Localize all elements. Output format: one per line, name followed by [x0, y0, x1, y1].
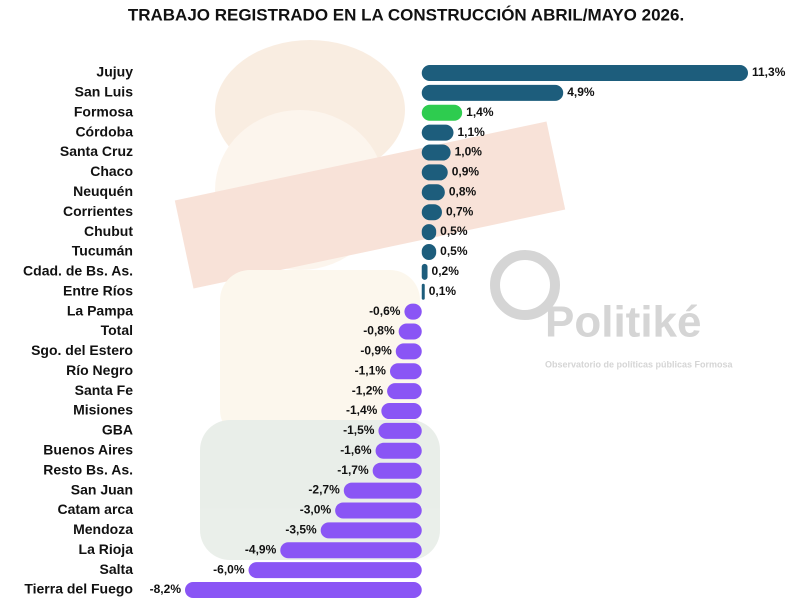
value-label: -8,2% [150, 582, 182, 596]
value-label: 0,1% [429, 284, 457, 298]
bar [421, 84, 564, 101]
category-label: Sgo. del Estero [31, 342, 133, 358]
category-label: Córdoba [75, 123, 133, 139]
value-label: -2,7% [308, 483, 340, 497]
value-label: 4,9% [567, 85, 595, 99]
category-label: San Luis [75, 84, 134, 100]
category-label: Misiones [73, 402, 133, 418]
category-label: Mendoza [73, 521, 133, 537]
category-label: Tucumán [72, 243, 133, 259]
bar [185, 582, 422, 598]
value-label: 1,1% [458, 125, 486, 139]
category-label: Catam arca [58, 501, 134, 517]
bar [421, 283, 425, 300]
category-label: Río Negro [66, 362, 133, 378]
category-label: Buenos Aires [43, 442, 133, 458]
bar [421, 144, 451, 161]
category-label: Neuquén [73, 183, 133, 199]
value-label: -0,6% [369, 304, 401, 318]
value-label: -0,8% [363, 324, 395, 338]
category-label: Salta [100, 561, 134, 577]
bar [398, 323, 422, 340]
bar [421, 263, 428, 280]
category-label: Formosa [74, 103, 133, 119]
bar [335, 502, 422, 519]
category-label: Cdad. de Bs. As. [23, 263, 133, 279]
value-label: -1,6% [340, 443, 372, 457]
category-label: Corrientes [63, 203, 133, 219]
bar [372, 462, 422, 479]
category-label: Entre Ríos [63, 282, 133, 298]
value-label: -1,4% [346, 403, 378, 417]
bar [320, 522, 422, 539]
category-label: San Juan [71, 481, 133, 497]
category-label: La Rioja [79, 541, 134, 557]
watermark-title: Politiké [545, 298, 702, 347]
bar [248, 562, 422, 579]
bar [421, 243, 437, 260]
value-label: -1,7% [337, 463, 369, 477]
bar [381, 403, 422, 420]
bar [395, 343, 422, 360]
bar [387, 383, 422, 400]
bar [378, 422, 422, 439]
value-label: -3,0% [300, 503, 332, 517]
value-label: 0,5% [440, 224, 468, 238]
category-label: Jujuy [96, 64, 133, 80]
category-label: Tierra del Fuego [24, 581, 133, 597]
category-label: Santa Fe [75, 382, 134, 398]
bar [421, 224, 437, 241]
bar [375, 442, 422, 459]
bar [421, 164, 448, 181]
category-label: Total [101, 322, 133, 338]
category-label: Chaco [90, 163, 133, 179]
value-label: 0,7% [446, 204, 474, 218]
value-label: 1,0% [455, 145, 483, 159]
value-label: 0,8% [449, 184, 477, 198]
logo [490, 250, 560, 320]
value-label: -4,9% [245, 542, 277, 556]
category-label: GBA [102, 422, 133, 438]
background-illustration [174, 40, 566, 560]
value-label: -0,9% [360, 344, 392, 358]
value-label: 0,2% [432, 264, 460, 278]
bar [421, 124, 454, 141]
category-label: La Pampa [67, 302, 133, 318]
value-label: 11,3% [752, 65, 786, 79]
bar [389, 363, 422, 380]
chart-title: TRABAJO REGISTRADO EN LA CONSTRUCCIÓN AB… [128, 5, 684, 24]
value-label: -1,5% [343, 423, 375, 437]
bar [280, 542, 422, 559]
category-label: Santa Cruz [60, 143, 133, 159]
bar [421, 65, 748, 81]
value-label: -1,2% [352, 383, 384, 397]
value-label: -3,5% [285, 523, 317, 537]
bar [421, 184, 445, 201]
bar [343, 482, 422, 499]
value-label: 1,4% [466, 105, 494, 119]
bar [421, 204, 442, 221]
category-label: Resto Bs. As. [43, 461, 133, 477]
value-label: -1,1% [355, 363, 387, 377]
watermark-subtitle: Observatorio de políticas públicas Formo… [545, 359, 734, 369]
watermark: Politiké Observatorio de políticas públi… [490, 250, 734, 369]
value-label: 0,5% [440, 244, 468, 258]
category-label: Chubut [84, 223, 133, 239]
value-label: -6,0% [213, 562, 245, 576]
bar [404, 303, 422, 320]
value-label: 0,9% [452, 165, 480, 179]
bar [421, 104, 463, 121]
